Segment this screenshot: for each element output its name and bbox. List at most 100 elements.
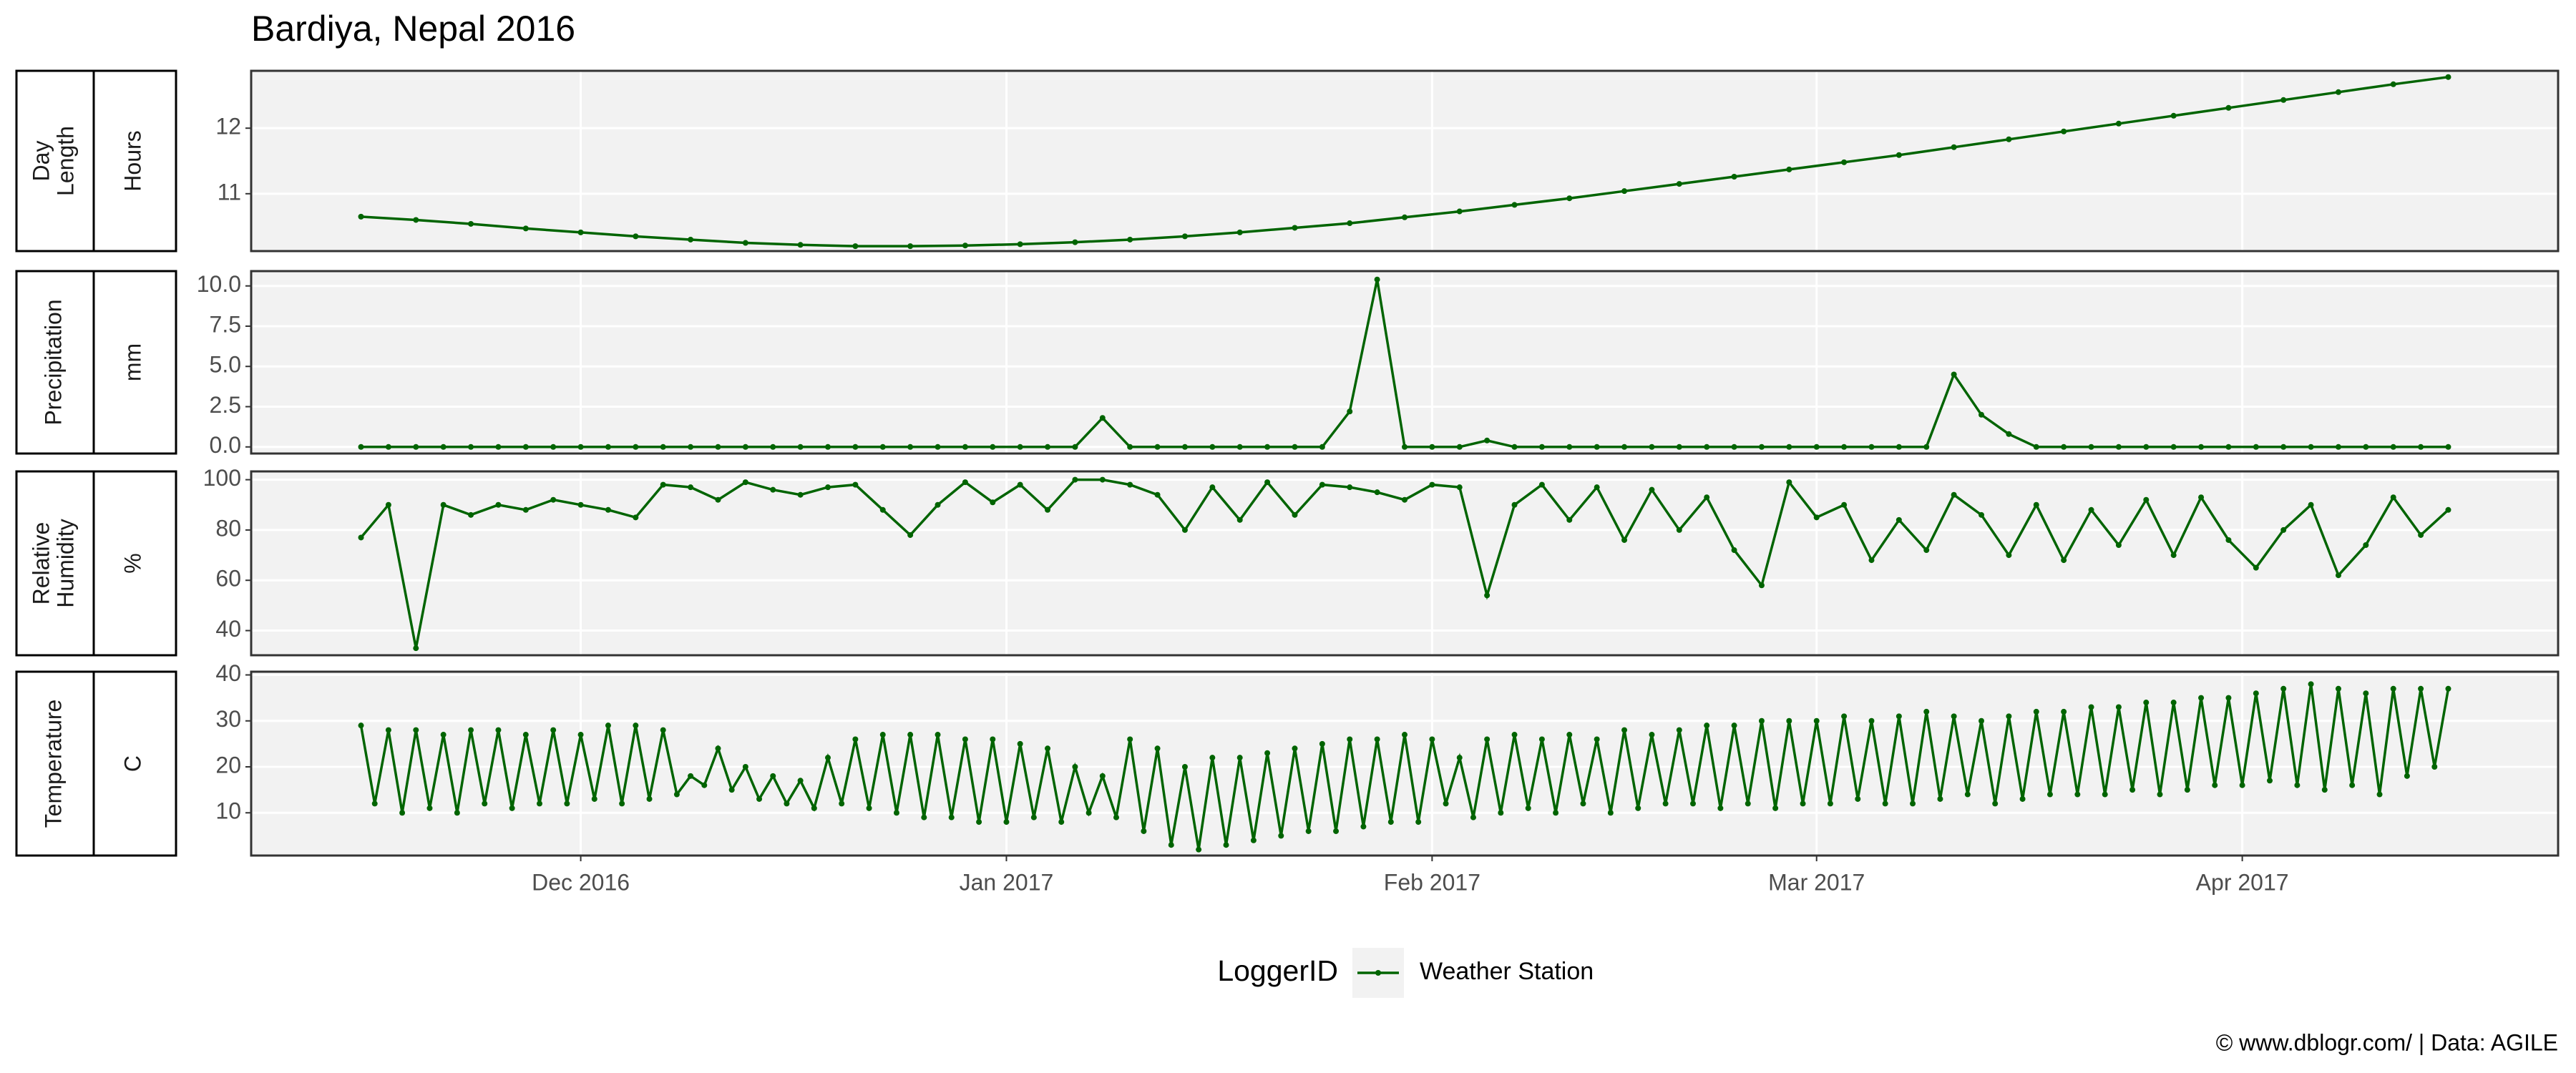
data-point [2088, 444, 2094, 450]
y-tick-label: 100 [203, 465, 241, 491]
data-point [2445, 444, 2451, 450]
data-point [550, 444, 557, 450]
data-point [2102, 791, 2108, 798]
data-point [577, 229, 584, 235]
data-point [605, 444, 611, 450]
data-point [577, 444, 584, 450]
data-point [1085, 810, 1092, 816]
strip-box [15, 69, 95, 253]
data-point [605, 722, 611, 729]
data-point [1731, 444, 1737, 450]
data-point [1621, 188, 1628, 195]
data-point [701, 782, 708, 788]
strip-box [92, 270, 177, 455]
data-point [852, 444, 859, 450]
data-point [358, 722, 364, 729]
data-point [399, 810, 406, 816]
data-point [1758, 444, 1765, 450]
data-point [1964, 791, 1971, 798]
data-point [2431, 763, 2438, 770]
data-point [907, 444, 914, 450]
data-point [1443, 800, 1449, 807]
data-point [413, 645, 419, 652]
data-point [1181, 233, 1188, 240]
data-point [1374, 489, 1380, 496]
data-point [1387, 819, 1394, 825]
data-point [1580, 800, 1586, 807]
y-tick-label: 40 [215, 616, 241, 642]
data-point [1538, 736, 1545, 743]
data-point [1181, 526, 1188, 533]
data-point [660, 444, 666, 450]
data-point [673, 791, 680, 798]
data-point [1099, 415, 1106, 421]
data-point [454, 810, 460, 816]
data-point [440, 444, 447, 450]
data-point [2390, 81, 2396, 87]
data-point [1099, 773, 1106, 779]
data-point [1841, 444, 1848, 450]
y-tick-label: 2.5 [210, 392, 241, 418]
data-point [1017, 481, 1023, 488]
strip-label: Precipitation [40, 299, 66, 425]
data-point [2335, 89, 2341, 95]
data-point [358, 534, 364, 541]
data-point [2308, 501, 2314, 508]
data-point [1594, 484, 1600, 491]
data-point [1196, 846, 1202, 853]
data-point [2418, 531, 2424, 538]
data-point [1731, 547, 1737, 554]
data-point [770, 444, 776, 450]
data-point [1484, 592, 1491, 599]
data-point [825, 484, 831, 491]
y-axis-label: % [119, 553, 145, 573]
data-point [1937, 795, 1943, 802]
data-point [1347, 736, 1353, 743]
data-point [1951, 491, 1957, 498]
panel-border [250, 670, 2560, 857]
data-point [1621, 727, 1628, 733]
data-point [2321, 787, 2328, 793]
data-point [1813, 717, 1820, 724]
data-point [1181, 763, 1188, 770]
data-point [2445, 685, 2451, 692]
data-point [2006, 713, 2012, 720]
data-point [1058, 819, 1065, 825]
panel-border [250, 69, 2560, 253]
data-point [1045, 506, 1051, 513]
data-point [633, 233, 639, 240]
data-point [1099, 476, 1106, 483]
data-point [633, 444, 639, 450]
data-point [426, 805, 433, 811]
data-point [1566, 195, 1573, 202]
data-point [1841, 501, 1848, 508]
data-point [879, 506, 886, 513]
data-point [2390, 444, 2396, 450]
data-point [1882, 800, 1888, 807]
data-point [482, 800, 488, 807]
data-point [1566, 516, 1573, 523]
data-point [1772, 805, 1779, 811]
data-point [1910, 800, 1916, 807]
data-point [495, 727, 502, 733]
data-point [468, 727, 474, 733]
data-point [660, 481, 666, 488]
data-point [1951, 371, 1957, 378]
data-point [2033, 444, 2039, 450]
data-point [1154, 745, 1161, 752]
data-point [2280, 685, 2287, 692]
data-point [742, 479, 748, 486]
panel-border [250, 270, 2560, 455]
data-point [1456, 208, 1463, 215]
y-tick-label: 10.0 [197, 271, 241, 297]
data-point [1731, 722, 1737, 729]
data-point [1635, 805, 1641, 811]
data-point [1704, 722, 1710, 729]
strip-box [15, 670, 95, 857]
data-point [1333, 828, 1340, 834]
data-point [1538, 481, 1545, 488]
y-tick-label: 12 [215, 114, 241, 139]
data-point [2033, 501, 2039, 508]
y-axis-label: mm [119, 343, 145, 381]
data-point [1292, 511, 1298, 518]
